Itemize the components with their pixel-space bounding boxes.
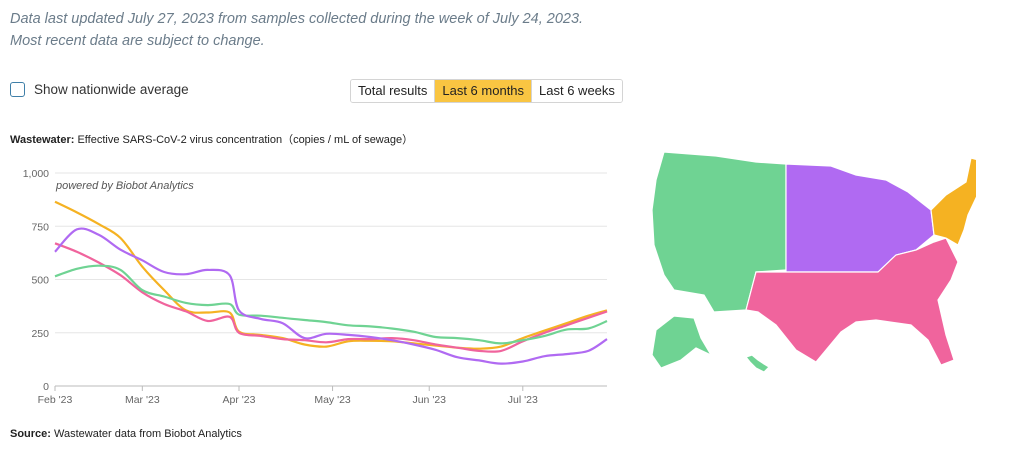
source-text: Wastewater data from Biobot Analytics <box>54 428 242 440</box>
y-axis-ticks: 0 250 500 750 1,000 <box>23 168 49 393</box>
series-line-0[interactable] <box>54 200 608 350</box>
x-tick-label: Apr '23 <box>223 394 256 406</box>
x-tick-label: Jun '23 <box>412 394 446 406</box>
x-axis-ticks: Feb '23 Mar '23 Apr '23 May '23 Jun '23 Jul '… <box>38 386 538 406</box>
update-note-line-1: Data last updated July 27, 2023 from sam… <box>10 11 584 27</box>
series-line-2[interactable] <box>54 264 608 345</box>
chart-grid <box>55 172 607 387</box>
chart-credit: powered by Biobot Analytics <box>55 180 194 192</box>
chart-title-prefix: Wastewater: <box>10 134 75 146</box>
map-region-hawaii[interactable] <box>744 354 770 373</box>
wastewater-line-chart: 0 250 500 750 1,000 Feb '23 Mar '23 Apr '23 May… <box>23 168 608 406</box>
nationwide-average-label: Show nationwide average <box>34 82 189 97</box>
tab-total-results[interactable]: Total results <box>351 80 435 102</box>
tab-last-6-weeks[interactable]: Last 6 weeks <box>531 80 622 102</box>
update-note-line-2: Most recent data are subject to change. <box>10 33 265 49</box>
y-tick-label: 0 <box>43 381 49 393</box>
nationwide-average-checkbox[interactable] <box>10 82 25 97</box>
x-tick-label: May '23 <box>314 394 351 406</box>
chart-series <box>54 200 608 365</box>
y-tick-label: 1,000 <box>23 168 49 180</box>
map-region-south[interactable] <box>745 237 959 366</box>
source-prefix: Source: <box>10 428 51 440</box>
y-tick-label: 500 <box>31 275 49 287</box>
chart-title-text: Effective SARS-CoV-2 virus concentration… <box>77 134 414 146</box>
us-regions-map <box>651 151 976 373</box>
nationwide-average-toggle[interactable]: Show nationwide average <box>10 82 189 97</box>
map-region-northeast[interactable] <box>930 157 976 246</box>
map-region-alaska[interactable] <box>651 315 713 369</box>
data-source: Source: Wastewater data from Biobot Anal… <box>10 428 242 440</box>
chart-title: Wastewater: Effective SARS-CoV-2 virus c… <box>10 131 413 147</box>
tab-last-6-months[interactable]: Last 6 months <box>434 80 532 102</box>
data-update-note: Data last updated July 27, 2023 from sam… <box>10 8 650 52</box>
y-tick-label: 750 <box>31 221 49 233</box>
series-line-1[interactable] <box>54 242 608 353</box>
x-tick-label: Feb '23 <box>38 394 73 406</box>
y-tick-label: 250 <box>31 328 49 340</box>
x-tick-label: Mar '23 <box>125 394 160 406</box>
x-tick-label: Jul '23 <box>508 394 538 406</box>
series-line-3[interactable] <box>54 227 608 365</box>
time-range-selector: Total results Last 6 months Last 6 weeks <box>350 79 623 103</box>
map-region-west[interactable] <box>651 151 787 313</box>
